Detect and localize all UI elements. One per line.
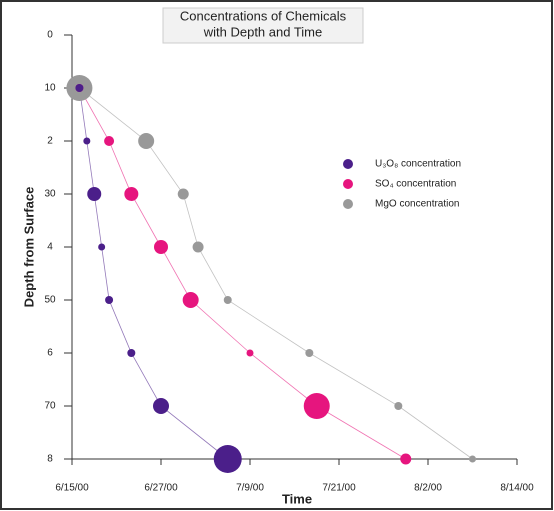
bubble [182, 292, 199, 308]
bubble [124, 187, 139, 201]
bubble [177, 188, 189, 200]
bubble [127, 349, 136, 357]
bubble [83, 137, 91, 145]
title-box [162, 7, 364, 44]
bubble [394, 402, 403, 410]
chart-title: with Depth and Time [203, 24, 323, 39]
bubble [192, 241, 204, 253]
bubble [87, 187, 102, 201]
bubble [105, 296, 114, 304]
series-line [79, 87, 228, 460]
x-tick-label: 6/15/00 [55, 483, 89, 494]
y-tick-label: 10 [44, 83, 56, 94]
legend-label: SO₄ concentration [375, 179, 456, 190]
y-tick-label: 4 [47, 242, 53, 253]
x-tick-label: 6/27/00 [144, 483, 178, 494]
series-line [79, 87, 473, 460]
y-tick-label: 8 [47, 454, 53, 465]
bubble [305, 349, 314, 357]
y-tick-label: 50 [44, 295, 56, 306]
bubble [154, 240, 168, 254]
legend-label: U₃O₈ concentration [375, 159, 461, 170]
bubble [98, 243, 106, 251]
x-tick-label: 7/21/00 [322, 483, 356, 494]
bubble [104, 136, 115, 146]
legend-swatch [343, 179, 353, 189]
bubble [75, 84, 84, 92]
legend-label: MgO concentration [375, 199, 460, 210]
y-tick-label: 2 [47, 136, 53, 147]
bubble [246, 349, 254, 357]
bubble [153, 398, 169, 414]
bubble [303, 393, 330, 419]
y-tick-label: 70 [44, 401, 56, 412]
y-tick-label: 0 [47, 30, 53, 41]
legend-swatch [343, 199, 353, 209]
x-tick-label: 8/14/00 [500, 483, 534, 494]
series-line [79, 87, 406, 460]
x-tick-label: 8/2/00 [414, 483, 442, 494]
chart-title: Concentrations of Chemicals [180, 8, 347, 23]
y-axis-label: Depth from Surface [21, 187, 36, 308]
bubble [400, 453, 412, 465]
y-tick-label: 30 [44, 189, 56, 200]
bubble [213, 445, 242, 473]
bubble [223, 296, 232, 304]
y-tick-label: 6 [47, 348, 53, 359]
bubble [138, 133, 155, 149]
legend-swatch [343, 159, 353, 169]
bubble [469, 455, 476, 463]
x-axis-label: Time [282, 491, 312, 506]
x-tick-label: 7/9/00 [236, 483, 264, 494]
